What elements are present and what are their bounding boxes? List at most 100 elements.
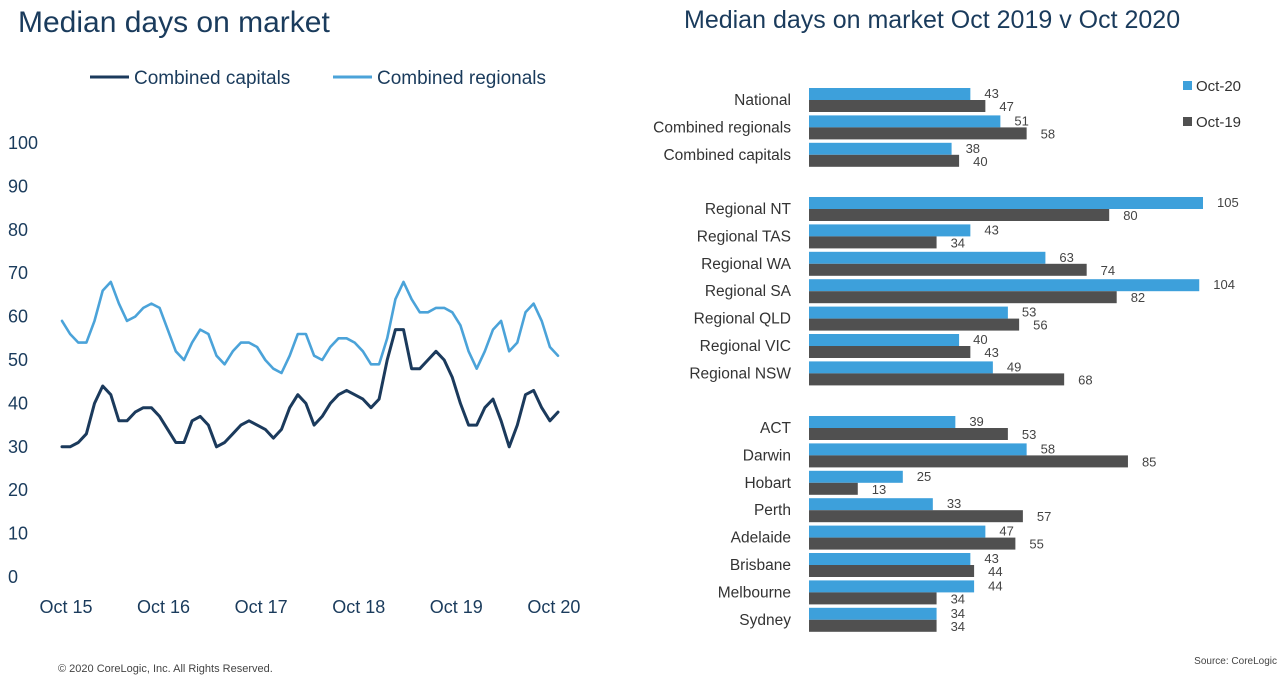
data-label-oct19: 57 bbox=[1037, 509, 1051, 524]
category-label: Darwin bbox=[743, 447, 791, 464]
category-label: Regional NT bbox=[705, 201, 792, 218]
legend-swatch-oct-19 bbox=[1183, 117, 1192, 126]
data-label-oct20: 104 bbox=[1213, 277, 1235, 292]
copyright-notice: © 2020 CoreLogic, Inc. All Rights Reserv… bbox=[58, 663, 273, 675]
data-label-oct19: 55 bbox=[1029, 537, 1043, 552]
bar-oct20 bbox=[809, 553, 971, 565]
bar-oct20 bbox=[809, 88, 971, 100]
bar-oct20 bbox=[809, 416, 956, 428]
bar-oct20 bbox=[809, 498, 933, 511]
data-label-oct20: 43 bbox=[984, 222, 998, 237]
bar-oct20 bbox=[809, 224, 971, 237]
bar-oct20 bbox=[809, 142, 952, 155]
category-label: Regional TAS bbox=[697, 228, 791, 245]
bar-oct19 bbox=[809, 127, 1027, 140]
data-label-oct19: 53 bbox=[1022, 427, 1036, 442]
x-tick-label: Oct 16 bbox=[137, 597, 190, 617]
data-label-oct19: 47 bbox=[999, 99, 1013, 114]
bar-oct19 bbox=[809, 154, 960, 167]
bar-oct19 bbox=[809, 263, 1087, 276]
category-label: Sydney bbox=[739, 612, 791, 629]
y-tick-label: 40 bbox=[8, 393, 28, 413]
data-label-oct19: 56 bbox=[1033, 318, 1047, 333]
bar-oct19 bbox=[809, 100, 986, 112]
x-tick-label: Oct 17 bbox=[235, 597, 288, 617]
data-label-oct19: 34 bbox=[951, 235, 965, 250]
category-label: ACT bbox=[760, 420, 792, 437]
y-tick-label: 20 bbox=[8, 480, 28, 500]
data-label-oct20: 39 bbox=[969, 414, 983, 429]
data-label-oct20: 58 bbox=[1041, 441, 1055, 456]
data-label-oct19: 40 bbox=[973, 154, 987, 169]
y-tick-label: 50 bbox=[8, 350, 28, 370]
legend-label: Combined capitals bbox=[134, 68, 290, 89]
bar-oct20 bbox=[809, 580, 975, 593]
x-tick-label: Oct 19 bbox=[430, 597, 483, 617]
data-label-oct19: 34 bbox=[951, 591, 965, 606]
bar-oct19 bbox=[809, 537, 1016, 550]
bar-oct20 bbox=[809, 607, 937, 620]
bar-oct20 bbox=[809, 525, 986, 538]
legend-label: Combined regionals bbox=[377, 68, 546, 89]
bar-chart: Oct-20 Oct-19 National 43 47 Combined regiona… bbox=[653, 78, 1241, 634]
category-label: Combined regionals bbox=[653, 119, 791, 136]
source-note: Source: CoreLogic bbox=[1194, 656, 1277, 667]
category-label: Regional WA bbox=[701, 256, 792, 273]
bar-oct19 bbox=[809, 619, 937, 632]
bar-oct19 bbox=[809, 318, 1020, 331]
bar-oct20 bbox=[809, 251, 1046, 264]
data-label-oct20: 34 bbox=[951, 606, 965, 621]
data-label-oct20: 44 bbox=[988, 578, 1002, 593]
y-tick-label: 90 bbox=[8, 176, 28, 196]
y-tick-label: 0 bbox=[8, 567, 18, 587]
category-label: Hobart bbox=[744, 475, 791, 492]
bar-chart-title: Median days on market Oct 2019 v Oct 202… bbox=[684, 6, 1181, 34]
x-tick-label: Oct 20 bbox=[527, 597, 580, 617]
data-label-oct19: 80 bbox=[1123, 208, 1137, 223]
bar-oct19 bbox=[809, 291, 1117, 304]
y-tick-label: 10 bbox=[8, 524, 28, 544]
y-tick-label: 80 bbox=[8, 220, 28, 240]
category-label: Adelaide bbox=[731, 530, 791, 547]
data-label-oct19: 82 bbox=[1131, 290, 1145, 305]
category-label: Regional QLD bbox=[694, 311, 791, 328]
data-label-oct20: 105 bbox=[1217, 195, 1239, 210]
y-tick-label: 30 bbox=[8, 437, 28, 457]
data-label-oct20: 38 bbox=[966, 141, 980, 156]
data-label-oct20: 51 bbox=[1014, 113, 1028, 128]
bar-oct20 bbox=[809, 306, 1008, 319]
y-tick-label: 60 bbox=[8, 307, 28, 327]
data-label-oct19: 74 bbox=[1101, 263, 1115, 278]
data-label-oct19: 34 bbox=[951, 619, 965, 634]
data-label-oct20: 40 bbox=[973, 332, 987, 347]
bar-oct20 bbox=[809, 279, 1200, 292]
bar-oct20 bbox=[809, 361, 993, 374]
bar-oct20 bbox=[809, 470, 903, 483]
legend-label: Oct-19 bbox=[1196, 114, 1241, 131]
data-label-oct19: 58 bbox=[1041, 126, 1055, 141]
x-tick-label: Oct 18 bbox=[332, 597, 385, 617]
legend-label: Oct-20 bbox=[1196, 78, 1241, 95]
category-label: Combined capitals bbox=[663, 147, 791, 164]
y-tick-label: 100 bbox=[8, 133, 38, 153]
bar-oct19 bbox=[809, 373, 1065, 386]
category-label: Melbourne bbox=[718, 584, 791, 601]
data-label-oct20: 25 bbox=[917, 469, 931, 484]
bar-oct19 bbox=[809, 236, 937, 249]
data-label-oct20: 43 bbox=[984, 551, 998, 566]
category-label: Perth bbox=[754, 502, 791, 519]
bar-oct19 bbox=[809, 510, 1023, 523]
bar-oct19 bbox=[809, 455, 1128, 468]
category-label: Regional SA bbox=[705, 283, 792, 300]
x-tick-label: Oct 15 bbox=[39, 597, 92, 617]
data-label-oct19: 43 bbox=[984, 345, 998, 360]
data-label-oct20: 33 bbox=[947, 496, 961, 511]
data-label-oct19: 13 bbox=[872, 482, 886, 497]
category-label: National bbox=[734, 92, 791, 109]
bar-oct19 bbox=[809, 482, 858, 495]
data-label-oct19: 85 bbox=[1142, 454, 1156, 469]
bar-oct20 bbox=[809, 197, 1203, 209]
bar-oct19 bbox=[809, 346, 971, 358]
data-label-oct19: 68 bbox=[1078, 372, 1092, 387]
category-label: Regional VIC bbox=[700, 338, 791, 355]
